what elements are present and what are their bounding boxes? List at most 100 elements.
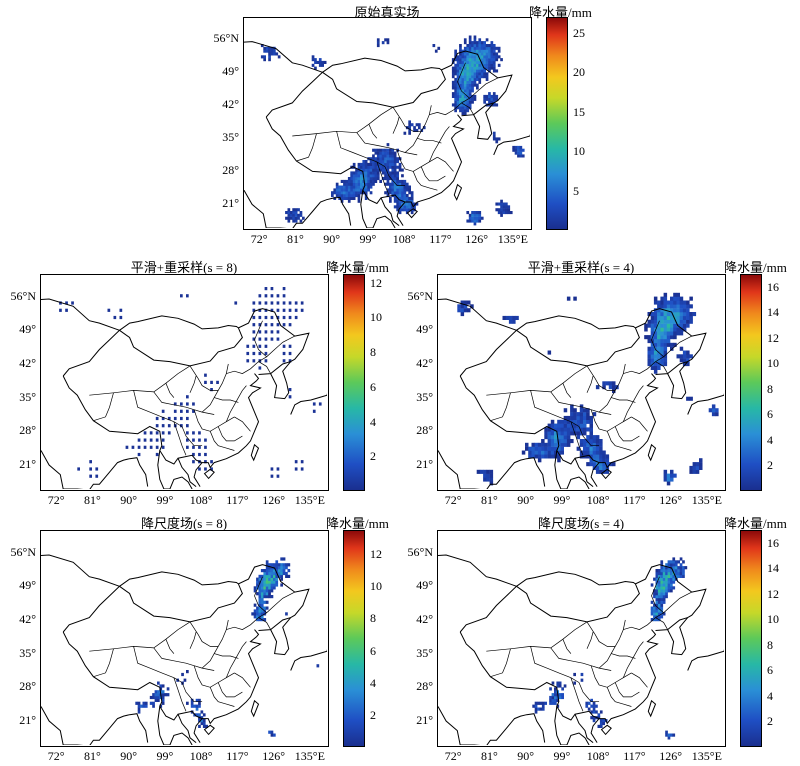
boundary-line bbox=[41, 298, 120, 331]
boundary-line bbox=[290, 393, 327, 415]
boundary-line bbox=[622, 385, 644, 422]
colorbar-tick-label: 4 bbox=[767, 432, 773, 447]
y-tick-label: 49° bbox=[222, 64, 239, 79]
boundary-line bbox=[428, 126, 450, 163]
colorbar-tick-label: 8 bbox=[370, 345, 376, 360]
boundary-line bbox=[562, 639, 572, 654]
x-tick-label: 72° bbox=[250, 232, 268, 246]
boundary-line bbox=[611, 397, 636, 403]
island-outline bbox=[250, 699, 260, 718]
y-tick-label: 28° bbox=[19, 679, 36, 694]
colorbar-tick-label: 10 bbox=[573, 144, 585, 159]
precipitation-map bbox=[41, 287, 327, 489]
boundary-line bbox=[258, 361, 271, 374]
x-tick-label: 117° bbox=[623, 749, 646, 763]
boundary-line bbox=[234, 672, 251, 688]
colorbar-tick-label: 4 bbox=[767, 688, 773, 703]
x-tick-label: 117° bbox=[226, 493, 249, 507]
boundary-line bbox=[598, 363, 626, 413]
boundary-line bbox=[554, 450, 590, 489]
boundary-line bbox=[578, 682, 600, 703]
colorbar bbox=[343, 530, 365, 747]
x-tick-label: 117° bbox=[429, 232, 452, 246]
map-frame bbox=[40, 530, 329, 747]
boundary-line bbox=[89, 365, 191, 396]
colorbar-tick-label: 16 bbox=[767, 279, 779, 294]
boundary-line bbox=[322, 57, 442, 73]
colorbar-title: 降水量/mm bbox=[724, 516, 787, 531]
boundary-line bbox=[157, 450, 193, 489]
x-tick-label: 117° bbox=[623, 493, 646, 507]
colorbar-tick-label: 10 bbox=[767, 612, 779, 627]
colorbar-title: 降水量/mm bbox=[326, 516, 389, 531]
boundary-line bbox=[631, 416, 648, 432]
boundary-line bbox=[687, 393, 724, 415]
boundary-line bbox=[93, 648, 114, 678]
boundary-line bbox=[412, 171, 438, 191]
boundary-line bbox=[336, 131, 386, 168]
boundary-line bbox=[486, 621, 588, 652]
panel-title: 平滑+重采样(s = 8) bbox=[130, 260, 238, 275]
x-tick-label: 81° bbox=[286, 232, 304, 246]
colorbar-title: 降水量/mm bbox=[724, 260, 787, 275]
boundary-line bbox=[459, 308, 707, 377]
boundary-line bbox=[590, 373, 659, 487]
precipitation-map bbox=[41, 554, 327, 745]
colorbar-tick-label: 2 bbox=[370, 707, 376, 722]
x-tick-label: 108° bbox=[586, 749, 610, 763]
colorbar-tick-label: 2 bbox=[370, 449, 376, 464]
boundary-line bbox=[62, 631, 203, 721]
panel-title: 原始真实场 bbox=[354, 5, 420, 20]
colorbar-tick-label: 8 bbox=[767, 637, 773, 652]
boundary-line bbox=[173, 677, 187, 712]
boundary-line bbox=[396, 114, 465, 226]
y-tick-label: 42° bbox=[416, 355, 433, 370]
boundary-line bbox=[420, 166, 446, 182]
colorbar bbox=[343, 274, 365, 491]
boundary-line bbox=[181, 682, 203, 703]
y-tick-label: 42° bbox=[19, 355, 36, 370]
boundary-line bbox=[254, 320, 267, 358]
boundary-line bbox=[292, 106, 394, 137]
boundary-line bbox=[598, 619, 626, 669]
y-tick-label: 56°N bbox=[10, 544, 36, 559]
colorbar-tick-label: 14 bbox=[767, 305, 779, 320]
colorbar-tick-label: 4 bbox=[370, 675, 376, 690]
x-tick-label: 126° bbox=[262, 493, 286, 507]
x-tick-label: 90° bbox=[120, 749, 138, 763]
boundary-line bbox=[578, 426, 600, 447]
boundary-line bbox=[586, 631, 594, 649]
y-tick-label: 49° bbox=[416, 578, 433, 593]
y-tick-label: 56°N bbox=[407, 544, 433, 559]
boundary-line bbox=[590, 629, 659, 743]
boundary-line bbox=[62, 564, 310, 633]
boundary-line bbox=[667, 361, 689, 400]
colorbar-tick-label: 14 bbox=[767, 561, 779, 576]
boundary-line bbox=[270, 361, 292, 400]
boundary-line bbox=[41, 450, 149, 489]
y-tick-label: 35° bbox=[19, 389, 36, 404]
boundary-line bbox=[153, 647, 215, 671]
y-tick-label: 35° bbox=[416, 645, 433, 660]
x-tick-label: 108° bbox=[189, 749, 213, 763]
boundary-line bbox=[392, 107, 422, 132]
y-tick-label: 21° bbox=[222, 196, 239, 211]
boundary-line bbox=[181, 426, 203, 447]
boundary-line bbox=[214, 397, 239, 403]
y-tick-label: 28° bbox=[222, 163, 239, 178]
boundary-line bbox=[165, 639, 175, 654]
boundary-line bbox=[193, 665, 235, 688]
boundary-line bbox=[473, 102, 495, 140]
boundary-line bbox=[606, 687, 632, 707]
colorbar-tick-label: 10 bbox=[370, 579, 382, 594]
boundary-line bbox=[193, 373, 262, 487]
x-tick-label: 135°E bbox=[691, 749, 722, 763]
y-tick-label: 21° bbox=[19, 712, 36, 727]
island-outline bbox=[600, 468, 612, 480]
boundary-line bbox=[570, 421, 584, 456]
precipitation-field bbox=[457, 292, 719, 486]
boundary-line bbox=[651, 576, 664, 614]
boundary-line bbox=[265, 50, 513, 118]
boundary-line bbox=[461, 102, 474, 115]
boundary-line bbox=[209, 431, 235, 451]
